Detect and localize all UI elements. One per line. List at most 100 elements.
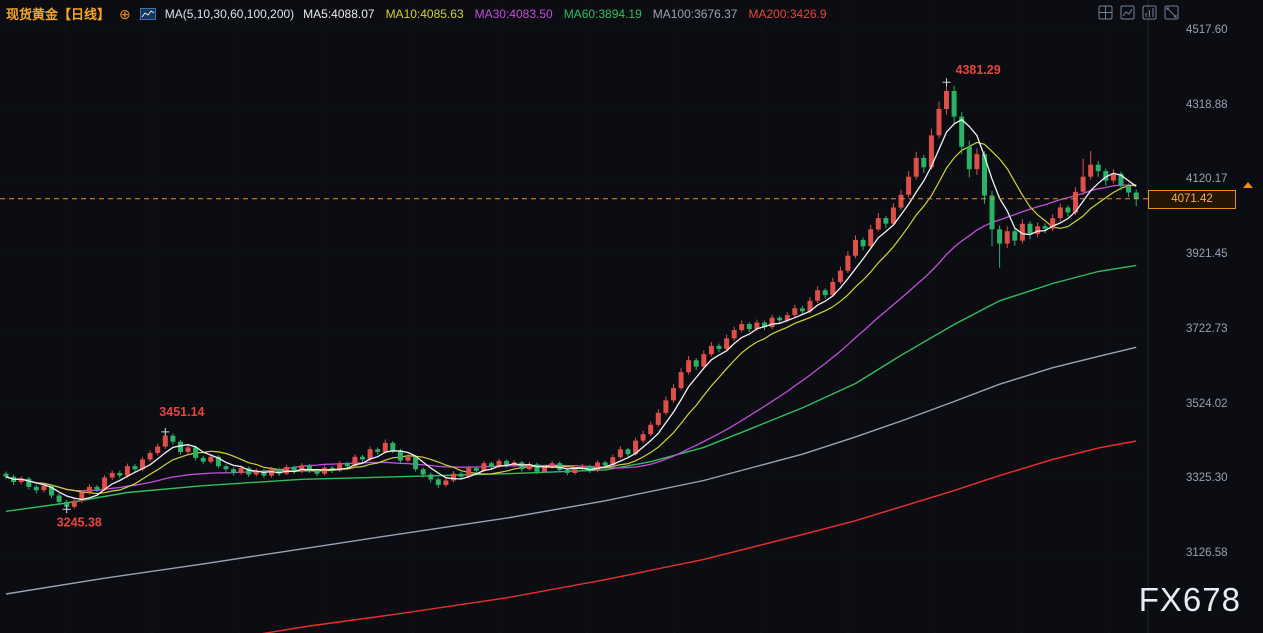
candle-body: [807, 300, 813, 312]
candle-body: [488, 463, 494, 467]
candle-body: [223, 466, 229, 470]
candle-body: [124, 466, 130, 476]
candle-body: [253, 470, 259, 475]
ma-settings-label: MA(5,10,30,60,100,200): [164, 6, 295, 21]
candle-body: [951, 91, 957, 117]
candle-body: [777, 317, 783, 321]
candle-body: [291, 466, 297, 472]
candle-body: [41, 485, 47, 491]
candle-body: [610, 457, 616, 466]
candle-body: [1088, 164, 1094, 177]
ma100-line: [5, 346, 1137, 595]
candle-body: [1095, 164, 1101, 172]
layout-grid-icon[interactable]: [1098, 5, 1113, 20]
candle-body: [1019, 223, 1025, 241]
candle-body: [959, 116, 965, 147]
candle-body: [170, 435, 176, 442]
candle-body: [504, 460, 510, 466]
candle-body: [3, 473, 9, 477]
candle-body: [716, 345, 722, 349]
candle-body: [762, 322, 767, 328]
candle-body: [306, 465, 312, 471]
latest-price-arrow-icon[interactable]: [1243, 182, 1253, 188]
candle-body: [1042, 226, 1048, 229]
candle-body: [746, 324, 752, 329]
candle-body: [79, 492, 85, 501]
candle-body: [526, 464, 532, 470]
candle-body: [663, 400, 669, 413]
price-axis-label: 4318.88: [1186, 99, 1228, 111]
candle-body: [1050, 218, 1056, 229]
candle-body: [314, 470, 320, 474]
candle-body: [890, 207, 896, 224]
price-axis-label: 3325.30: [1186, 472, 1228, 484]
ma-value-label: MA60:3894.19: [563, 6, 642, 21]
candle-body: [451, 473, 456, 481]
candle-body: [193, 447, 199, 458]
extreme-marker: [942, 78, 951, 87]
candle-body: [633, 440, 639, 455]
candle-body: [815, 290, 821, 301]
price-axis-label: 4120.17: [1186, 173, 1228, 185]
bar-chart-icon[interactable]: [1142, 5, 1157, 20]
candle-body: [1027, 223, 1033, 234]
candle-body: [1004, 231, 1010, 244]
candle-body: [989, 195, 995, 230]
candle-body: [261, 470, 267, 476]
candle-body: [678, 372, 684, 388]
candle-body: [231, 469, 237, 473]
candle-body: [132, 466, 138, 470]
candle-body: [162, 435, 168, 447]
candle-body: [86, 486, 92, 493]
candle-body: [117, 473, 123, 476]
candle-body: [390, 442, 396, 451]
candle-body: [405, 456, 411, 461]
candle-body: [299, 465, 305, 472]
ma-value-label: MA100:3676.37: [652, 6, 738, 21]
candle-body: [906, 176, 912, 195]
expand-icon[interactable]: [1164, 5, 1179, 20]
candle-body: [883, 218, 889, 224]
candle-body: [200, 457, 206, 462]
candle-body: [534, 464, 540, 472]
candle-body: [754, 322, 760, 329]
candle-body: [1118, 173, 1124, 187]
candle-body: [617, 449, 623, 458]
candle-body: [140, 459, 145, 470]
ma-value-label: MA5:4088.07: [303, 6, 375, 21]
candle-body: [49, 485, 54, 496]
candle-body: [830, 282, 836, 296]
candle-body: [56, 495, 62, 502]
chart-header: 现货黄金【日线】 ⊕ MA(5,10,30,60,100,200) MA5:40…: [6, 4, 827, 23]
price-axis-label: 3126.58: [1186, 547, 1228, 559]
price-axis-label: 3524.02: [1186, 398, 1228, 410]
candle-body: [799, 308, 805, 312]
candle-body: [1073, 191, 1078, 213]
candle-body: [1012, 231, 1018, 241]
candle-body: [982, 154, 987, 196]
candle-body: [921, 157, 927, 168]
candle-body: [1110, 173, 1116, 181]
candle-body: [686, 360, 692, 373]
candle-body: [1080, 176, 1086, 192]
candle-body: [352, 456, 358, 467]
candle-body: [936, 109, 942, 136]
line-chart-icon[interactable]: [1120, 5, 1135, 20]
candle-body: [18, 478, 24, 482]
crosshair-toggle-icon[interactable]: ⊕: [119, 5, 131, 22]
chart-type-icon[interactable]: [139, 7, 156, 20]
candle-body: [155, 446, 161, 453]
candle-body: [147, 453, 153, 460]
candle-body: [572, 469, 578, 473]
candle-body: [382, 442, 388, 452]
candle-body: [344, 463, 350, 467]
candle-body: [1133, 192, 1139, 199]
candle-body: [784, 315, 790, 321]
candle-body: [26, 478, 32, 487]
candle-body: [458, 473, 464, 477]
candle-body: [185, 447, 191, 452]
candle-body: [496, 460, 502, 467]
